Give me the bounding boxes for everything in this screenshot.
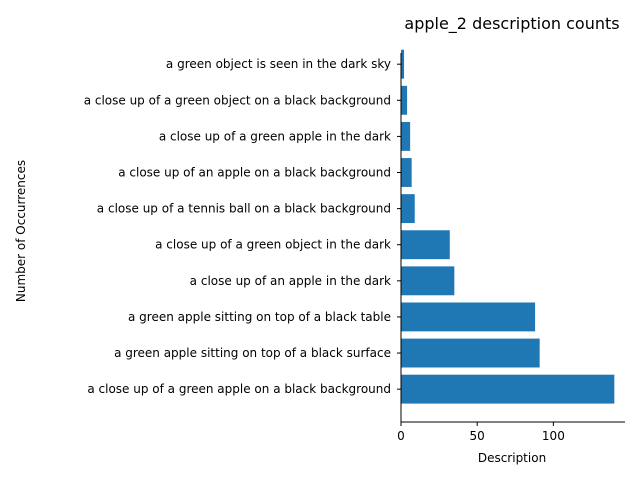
y-tick-label: a close up of a green object in the dark	[155, 238, 391, 252]
x-ticks: 0 50 100	[397, 422, 565, 443]
y-ticks: a close up of a green apple on a black b…	[84, 57, 401, 396]
y-tick-label: a green object is seen in the dark sky	[166, 57, 391, 71]
bar	[401, 158, 412, 187]
bar	[401, 194, 415, 224]
y-tick-label: a close up of a green apple on a black b…	[87, 382, 391, 396]
bar	[401, 302, 536, 332]
x-axis-label: Description	[478, 451, 546, 465]
y-axis-label: Number of Occurrences	[14, 160, 28, 302]
y-tick-label: a close up of an apple in the dark	[190, 274, 391, 288]
x-tick-label: 50	[470, 429, 485, 443]
axes-spines	[400, 53, 625, 423]
y-tick-label: a close up of a green object on a black …	[84, 93, 391, 107]
bar	[401, 49, 405, 79]
bar	[401, 121, 411, 151]
bar	[401, 230, 450, 260]
x-tick-label: 0	[397, 429, 405, 443]
x-tick-label: 100	[542, 429, 565, 443]
y-tick-label: a green apple sitting on top of a black …	[128, 310, 391, 324]
bars-group	[401, 49, 615, 404]
bar	[401, 85, 408, 115]
bar	[401, 338, 540, 368]
y-tick-label: a green apple sitting on top of a black …	[114, 346, 391, 360]
y-tick-label: a close up of an apple on a black backgr…	[118, 166, 391, 180]
y-tick-label: a close up of a tennis ball on a black b…	[97, 202, 391, 216]
chart-title: apple_2 description counts	[404, 14, 619, 34]
y-tick-label: a close up of a green apple in the dark	[159, 129, 391, 143]
bar	[401, 266, 455, 296]
bar	[401, 374, 615, 404]
